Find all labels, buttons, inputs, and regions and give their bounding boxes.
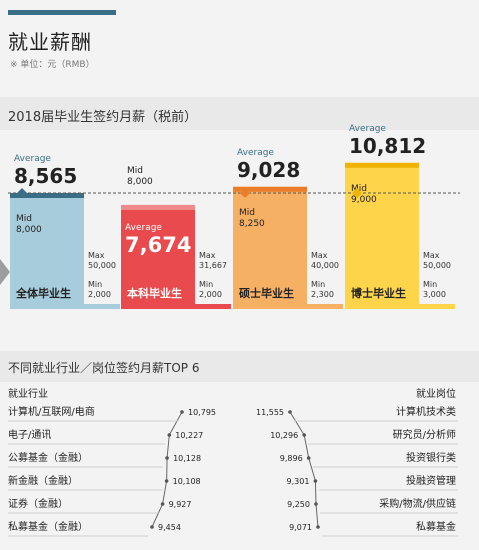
industry-value-2: 10,128: [173, 454, 201, 463]
min-value-2: 2,300: [311, 290, 334, 299]
industry-value-1: 10,227: [175, 431, 203, 440]
industry-name-2: 公募基金（金融）: [8, 451, 88, 464]
industry-value-4: 9,927: [169, 500, 192, 509]
max-label-1: Max: [199, 251, 216, 260]
industry-point-5: [150, 525, 154, 529]
category-label-0: 全体毕业生: [15, 286, 71, 300]
top6-chart-title: 不同就业行业／岗位签约月薪TOP 6: [8, 361, 200, 375]
position-value-2: 9,896: [280, 454, 303, 463]
average-cap-0: [10, 193, 84, 198]
max-label-0: Max: [88, 251, 105, 260]
top6-section-header: [0, 351, 479, 382]
average-label-1: Average: [125, 223, 162, 233]
category-label-2: 硕士毕业生: [239, 286, 294, 300]
industry-point-1: [167, 433, 172, 437]
mid-label-2: Mid: [239, 208, 255, 218]
industry-point-0: [180, 410, 184, 414]
position-point-0: [288, 410, 292, 414]
mid-value-2: 8,250: [239, 219, 265, 229]
industry-header: 就业行业: [8, 387, 48, 400]
industry-name-4: 证券（金融）: [8, 497, 68, 510]
max-label-3: Max: [423, 251, 440, 260]
min-label-1: Min: [199, 280, 213, 289]
position-point-4: [314, 502, 318, 506]
min-value-0: 2,000: [88, 290, 111, 299]
industry-name-1: 电子/通讯: [8, 428, 51, 441]
position-name-1: 研究员/分析师: [393, 428, 456, 441]
category-label-3: 博士毕业生: [351, 286, 406, 300]
average-cap-2: [233, 186, 307, 192]
position-point-3: [313, 479, 318, 483]
average-bar-0: [10, 193, 84, 308]
industry-point-2: [165, 456, 169, 460]
mid-value-3: 9,000: [351, 195, 377, 205]
min-label-0: Min: [88, 280, 102, 289]
page-title: 就业薪酬: [8, 30, 92, 54]
min-label-3: Min: [423, 280, 437, 289]
average-bar-3: [345, 162, 419, 308]
unit-note: ※ 单位：元（RMB）: [10, 60, 95, 70]
category-label-1: 本科毕业生: [127, 286, 182, 300]
mid-marker-icon-2: [240, 188, 250, 198]
mid-marker-icon-3: [352, 188, 362, 198]
salary-chart: Average8,565Mid8,000全体毕业生Max50,000Min2,0…: [8, 124, 460, 309]
average-cap-3: [345, 162, 419, 168]
position-value-4: 9,250: [287, 500, 310, 509]
industry-value-3: 10,108: [173, 477, 201, 486]
max-value-0: 50,000: [88, 261, 116, 270]
position-value-5: 9,071: [289, 523, 312, 532]
position-name-2: 投资银行类: [406, 451, 456, 464]
average-label-0: Average: [14, 154, 51, 164]
industry-point-4: [160, 502, 165, 506]
mid-label-0: Mid: [16, 214, 32, 224]
position-name-5: 私募基金: [416, 520, 456, 533]
position-name-0: 计算机技术类: [396, 405, 456, 418]
max-value-1: 31,667: [199, 261, 227, 270]
min-value-1: 2,000: [199, 290, 222, 299]
average-label-2: Average: [237, 148, 274, 158]
max-value-2: 40,000: [311, 261, 339, 270]
salary-section-header: [0, 97, 479, 130]
scroll-left-icon[interactable]: [0, 259, 12, 285]
max-value-3: 50,000: [423, 261, 451, 270]
industry-value-0: 10,795: [188, 408, 216, 417]
average-bar-1: [121, 204, 195, 308]
mid-value-0: 8,000: [16, 225, 42, 235]
industry-name-0: 计算机/互联网/电商: [8, 405, 95, 418]
average-bar-2: [233, 186, 307, 308]
position-point-5: [316, 525, 320, 529]
industry-trend-line: [151, 411, 183, 528]
average-label-3: Average: [349, 124, 386, 134]
average-value-2: 9,028: [237, 158, 300, 182]
position-value-1: 10,296: [270, 431, 298, 440]
position-header: 就业岗位: [416, 387, 456, 400]
salary-chart-title: 2018届毕业生签约月薪（税前）: [8, 110, 198, 125]
max-label-2: Max: [311, 251, 328, 260]
average-marker-icon: [17, 188, 27, 198]
mid-label-1: Mid: [127, 166, 143, 176]
average-cap-1: [121, 204, 195, 210]
position-value-3: 9,301: [287, 477, 310, 486]
mid-label-3: Mid: [351, 184, 367, 194]
min-value-3: 3,000: [423, 290, 446, 299]
mid-value-1: 8,000: [127, 177, 153, 187]
position-point-1: [302, 433, 306, 437]
position-trend-line: [289, 411, 319, 528]
title-accent-bar: [8, 10, 116, 15]
industry-name-5: 私募基金（金融）: [8, 520, 88, 533]
position-name-4: 采购/物流/供应链: [379, 497, 456, 510]
position-point-2: [306, 456, 311, 460]
average-value-0: 8,565: [14, 164, 77, 188]
industry-value-5: 9,454: [158, 523, 181, 532]
position-value-0: 11,555: [256, 408, 284, 417]
industry-name-3: 新金融（金融）: [8, 474, 78, 487]
industry-point-3: [164, 479, 169, 483]
min-label-2: Min: [311, 280, 325, 289]
average-value-1: 7,674: [125, 233, 191, 257]
average-value-3: 10,812: [349, 134, 426, 158]
position-name-3: 投融资管理: [406, 474, 456, 487]
